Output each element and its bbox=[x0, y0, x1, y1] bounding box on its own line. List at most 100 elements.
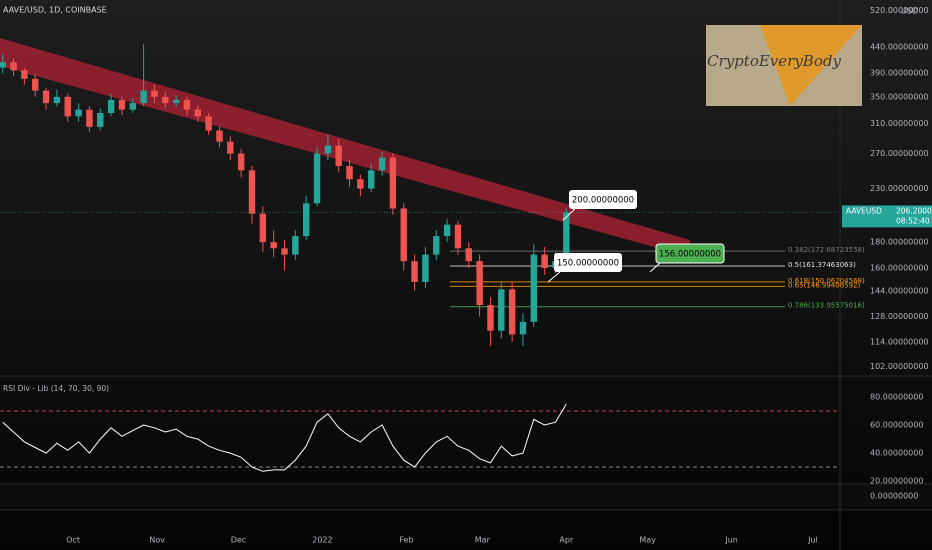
candle-body bbox=[335, 145, 342, 166]
candle-body bbox=[368, 170, 375, 189]
lower-tick-label: 0.00000000 bbox=[870, 492, 918, 501]
rsi-tick-label: 60.00000000 bbox=[870, 421, 923, 430]
candle-body bbox=[172, 99, 180, 104]
callout-pointer bbox=[562, 208, 576, 221]
candle-body bbox=[324, 145, 332, 154]
candle-body bbox=[454, 224, 462, 249]
x-tick-label: Jul bbox=[807, 536, 818, 545]
x-tick-label: 2022 bbox=[312, 536, 332, 545]
candle-body bbox=[118, 99, 126, 110]
currency-label: USD bbox=[901, 7, 918, 16]
candle-body bbox=[465, 248, 472, 262]
candle-body bbox=[281, 248, 288, 255]
callout-box bbox=[554, 253, 622, 272]
candle-body bbox=[42, 90, 50, 104]
candle-body bbox=[378, 157, 386, 171]
rsi-tick-label: 80.00000000 bbox=[870, 393, 923, 402]
candle-body bbox=[194, 109, 202, 117]
candle-body bbox=[530, 254, 538, 322]
candle-body bbox=[400, 208, 407, 262]
lower-pane bbox=[0, 485, 932, 510]
candle-body bbox=[519, 321, 527, 335]
price-tag bbox=[842, 205, 932, 228]
y-tick-label: 440.00000000 bbox=[870, 42, 929, 51]
candle-body bbox=[563, 212, 570, 262]
candle-body bbox=[75, 109, 82, 117]
x-tick-label: Dec bbox=[231, 536, 246, 545]
y-tick-label: 520.00000000 bbox=[870, 6, 929, 15]
candle-body bbox=[205, 116, 212, 131]
candle-body bbox=[162, 96, 169, 104]
candle-body bbox=[97, 112, 104, 127]
last-price-label: 206.20000000 bbox=[896, 206, 932, 215]
candle-body bbox=[183, 99, 191, 110]
candle-body bbox=[32, 78, 39, 91]
x-tick-label: Nov bbox=[149, 536, 165, 545]
candle-body bbox=[216, 130, 223, 142]
candle-body bbox=[389, 157, 397, 209]
candle-body bbox=[302, 203, 310, 237]
countdown: 08:52:40 bbox=[896, 216, 930, 225]
candle-body bbox=[346, 165, 353, 180]
candle-body bbox=[292, 236, 299, 255]
x-tick-label: Apr bbox=[559, 536, 574, 545]
candle-body bbox=[151, 90, 158, 97]
fib-label: 0.5(161.37463063) bbox=[788, 261, 856, 269]
fib-label: 0.786(133.95575016) bbox=[788, 302, 865, 310]
x-tick-label: May bbox=[639, 536, 656, 545]
candle-body bbox=[443, 224, 451, 237]
rsi-tick-label: 40.00000000 bbox=[870, 449, 923, 458]
rsi-legend: RSI Div - Lib (14, 70, 30, 90) bbox=[3, 384, 109, 393]
callout-text: 200.00000000 bbox=[572, 196, 634, 206]
logo-shape bbox=[760, 25, 862, 106]
y-tick-label: 230.00000000 bbox=[870, 184, 929, 193]
watermark-logo: CryptoEveryBody bbox=[706, 25, 862, 106]
candle-body bbox=[227, 141, 234, 154]
y-tick-label: 144.00000000 bbox=[870, 286, 929, 295]
y-tick-label: 128.00000000 bbox=[870, 312, 929, 321]
candle-body bbox=[313, 153, 321, 204]
logo-text: CryptoEveryBody bbox=[707, 52, 841, 70]
candle-body bbox=[487, 304, 494, 331]
candle-body bbox=[0, 62, 6, 68]
y-tick-label: 160.00000000 bbox=[870, 263, 929, 272]
symbol-tag: AAVEUSD bbox=[846, 206, 882, 215]
candle-body bbox=[411, 261, 418, 282]
candle-body bbox=[259, 213, 267, 243]
candle-body bbox=[86, 109, 93, 127]
x-tick-label: Mar bbox=[475, 536, 491, 545]
candle-body bbox=[541, 254, 548, 268]
candle-body bbox=[21, 70, 28, 79]
candle-body bbox=[248, 170, 256, 214]
rsi-tick-label: 20.00000000 bbox=[870, 477, 923, 486]
x-tick-label: Feb bbox=[399, 536, 413, 545]
candle-body bbox=[476, 261, 483, 305]
x-tick-label: Jun bbox=[724, 536, 738, 545]
y-tick-label: 180.00000000 bbox=[870, 238, 929, 247]
y-tick-label: 310.00000000 bbox=[870, 119, 929, 128]
candle-body bbox=[508, 289, 516, 335]
fib-label: 0.618(150.06204568) bbox=[788, 277, 865, 285]
annotations: 200.00000000 150.00000000 156.00000000 bbox=[547, 190, 725, 283]
y-tick-label: 350.00000000 bbox=[870, 92, 929, 101]
fib-label: 0.65(146.99408592) bbox=[788, 281, 861, 289]
y-tick-label: 102.00000000 bbox=[870, 362, 929, 371]
fib-label: 0.382(172.68723558) bbox=[788, 246, 865, 254]
x-tick-label: Oct bbox=[66, 536, 80, 545]
y-tick-label: 270.00000000 bbox=[870, 149, 929, 158]
callout-text: 156.00000000 bbox=[659, 250, 721, 260]
candle-body bbox=[357, 179, 364, 189]
candle-body bbox=[107, 99, 115, 113]
candle-body bbox=[422, 254, 429, 282]
candle-body bbox=[129, 103, 136, 110]
callout-pointer bbox=[649, 262, 661, 273]
candle-body bbox=[237, 153, 245, 171]
y-tick-label: 390.00000000 bbox=[870, 69, 929, 78]
chart-title: AAVE/USD, 1D, COINBASE bbox=[3, 6, 107, 15]
candle-body bbox=[270, 242, 277, 249]
candle-body bbox=[140, 90, 147, 104]
callout-box bbox=[655, 243, 725, 264]
callout-pointer bbox=[547, 271, 561, 283]
candle-body bbox=[433, 236, 440, 255]
